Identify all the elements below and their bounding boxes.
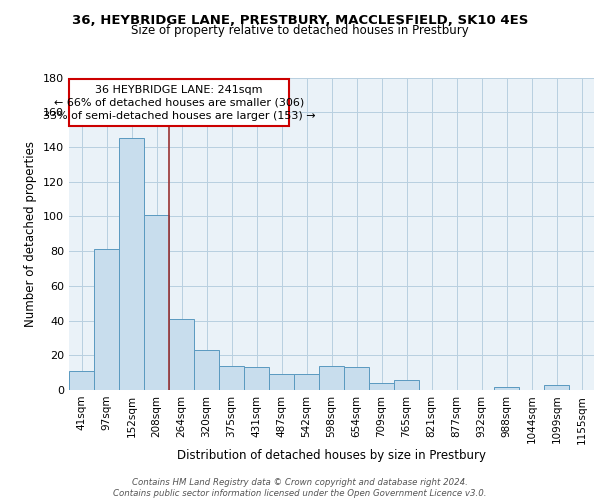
Bar (319, 366, 344, 390)
Bar (69, 371, 94, 390)
Bar (269, 374, 294, 390)
Text: Contains HM Land Registry data © Crown copyright and database right 2024.
Contai: Contains HM Land Registry data © Crown c… (113, 478, 487, 498)
Bar (169, 319, 194, 390)
Bar (219, 366, 244, 390)
Text: 36, HEYBRIDGE LANE, PRESTBURY, MACCLESFIELD, SK10 4ES: 36, HEYBRIDGE LANE, PRESTBURY, MACCLESFI… (72, 14, 528, 27)
Bar (94, 250, 119, 390)
Bar (244, 368, 269, 390)
Bar (294, 374, 319, 390)
Bar (194, 350, 219, 390)
Text: 36 HEYBRIDGE LANE: 241sqm: 36 HEYBRIDGE LANE: 241sqm (95, 84, 263, 94)
Y-axis label: Number of detached properties: Number of detached properties (25, 141, 37, 327)
X-axis label: Distribution of detached houses by size in Prestbury: Distribution of detached houses by size … (177, 449, 486, 462)
Text: Size of property relative to detached houses in Prestbury: Size of property relative to detached ho… (131, 24, 469, 37)
Bar (69, 79, 289, 126)
Bar (394, 380, 419, 390)
Bar (344, 368, 369, 390)
Bar (144, 214, 169, 390)
Bar (369, 383, 394, 390)
Bar (119, 138, 144, 390)
Bar (544, 385, 569, 390)
Text: 33% of semi-detached houses are larger (153) →: 33% of semi-detached houses are larger (… (43, 111, 316, 121)
Bar (494, 386, 519, 390)
Text: ← 66% of detached houses are smaller (306): ← 66% of detached houses are smaller (30… (54, 98, 304, 108)
